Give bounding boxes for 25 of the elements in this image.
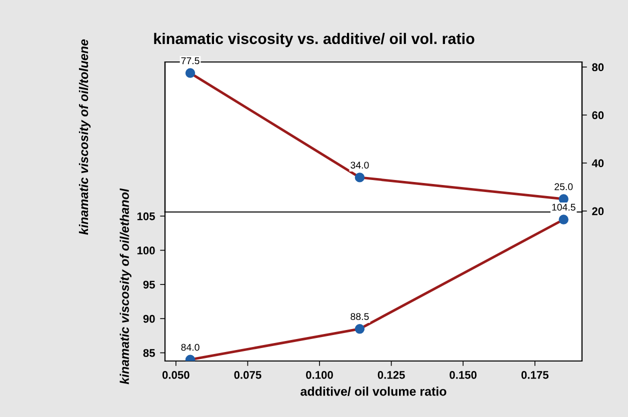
y-axis-title: kinamatic viscosity of oil/toluene <box>78 39 91 235</box>
chart-title: kinamatic viscosity vs. additive/ oil vol. ratio <box>154 32 474 48</box>
y2-tick-label: 20 <box>592 207 604 216</box>
y-tick-label: 100 <box>137 246 155 254</box>
data-label: 34.0 <box>350 162 369 169</box>
y-axis-title: kinamatic viscosity of oil/ethanol <box>120 188 132 384</box>
y-tick-label: 105 <box>137 212 155 220</box>
x-tick-label: 0.100 <box>306 371 333 379</box>
data-label: 84.0 <box>181 344 200 351</box>
x-tick-label: 0.075 <box>234 371 262 379</box>
data-label: 25.0 <box>554 183 573 190</box>
x-tick-label: 0.150 <box>450 371 477 379</box>
data-label: 77.5 <box>181 57 200 64</box>
y2-tick-label: 80 <box>592 63 604 72</box>
data-label: 88.5 <box>350 313 369 320</box>
y-tick-label: 85 <box>143 349 155 357</box>
y-tick-label: 95 <box>143 280 155 289</box>
y2-tick-label: 40 <box>592 159 604 168</box>
y2-tick-label: 60 <box>592 111 604 120</box>
x-axis-title: additive/ oil volume ratio <box>300 386 446 396</box>
x-tick-label: 0.175 <box>521 371 548 379</box>
data-label: 104.5 <box>552 204 576 211</box>
x-tick-label: 0.050 <box>162 371 190 379</box>
x-tick-label: 0.125 <box>378 371 405 379</box>
y-tick-label: 90 <box>143 314 155 323</box>
